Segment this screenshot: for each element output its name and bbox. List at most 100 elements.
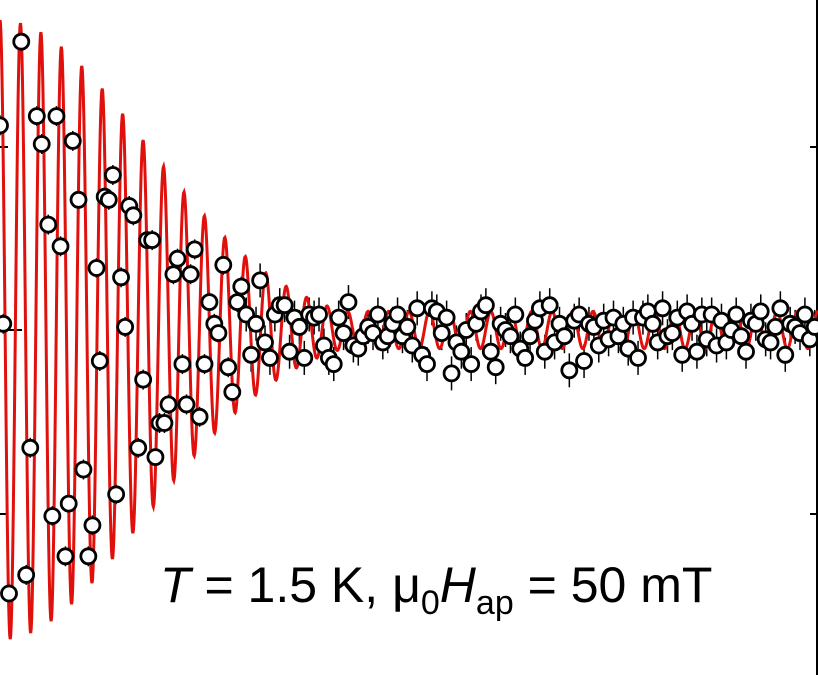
data-point: [51, 237, 70, 256]
data-point: [129, 438, 148, 457]
data-point: [462, 355, 481, 374]
data-point: [195, 355, 214, 374]
data-point: [540, 296, 559, 315]
data-point: [173, 355, 192, 374]
data-point: [0, 314, 13, 333]
data-point: [256, 333, 274, 352]
field-symbol: H: [439, 557, 476, 613]
data-point: [329, 308, 348, 327]
data-point: [134, 370, 153, 389]
data-point: [334, 324, 353, 343]
data-point: [21, 438, 40, 457]
field-subscript: ap: [475, 584, 514, 622]
data-point: [280, 342, 299, 361]
data-point: [653, 299, 672, 318]
data-point: [501, 327, 520, 346]
data-point: [521, 327, 539, 346]
data-point: [232, 277, 251, 296]
data-point: [155, 414, 174, 432]
data-point: [116, 317, 135, 336]
data-point: [339, 293, 358, 312]
data-point: [47, 107, 66, 125]
data-point: [181, 265, 200, 284]
data-point: [143, 231, 162, 250]
data-point: [103, 166, 122, 184]
data-point: [796, 305, 814, 324]
data-point: [83, 516, 102, 535]
data-point: [247, 314, 265, 333]
data-point: [290, 317, 309, 336]
data-point: [177, 395, 196, 414]
field-value: = 50 mT: [513, 557, 713, 613]
data-point: [555, 327, 574, 346]
condition-annotation: T = 1.5 K, μ0Hap = 50 mT: [160, 557, 810, 620]
data-point: [242, 345, 261, 364]
data-point: [59, 494, 78, 513]
data-point: [209, 324, 228, 343]
data-point: [324, 355, 343, 374]
data-point: [223, 383, 242, 401]
data-point: [275, 296, 294, 315]
data-point: [56, 547, 75, 566]
temperature-value: = 1.5 K,: [190, 557, 393, 613]
data-point: [629, 348, 647, 367]
data-point: [437, 308, 456, 327]
data-point: [164, 265, 183, 284]
data-point: [727, 305, 746, 324]
data-point: [805, 318, 818, 336]
data-point: [506, 305, 525, 324]
data-point: [261, 348, 279, 367]
data-point: [486, 358, 505, 377]
data-point: [452, 342, 471, 361]
data-point: [90, 352, 109, 370]
data-point: [185, 240, 204, 259]
data-point: [146, 448, 165, 467]
data-point: [442, 364, 461, 383]
data-point: [27, 107, 46, 125]
data-point: [418, 355, 436, 374]
data-point: [388, 305, 407, 324]
data-point: [771, 299, 790, 318]
data-point: [408, 299, 427, 318]
data-point: [214, 255, 233, 274]
data-point: [481, 342, 500, 361]
mu-symbol: μ: [392, 557, 421, 613]
data-point: [69, 190, 88, 209]
data-point: [688, 342, 706, 361]
data-point: [0, 116, 9, 135]
data-point: [732, 327, 751, 346]
data-point: [107, 485, 126, 504]
data-point: [32, 135, 51, 153]
data-point: [776, 345, 795, 364]
data-point: [190, 407, 209, 426]
data-point: [219, 358, 238, 377]
data-point: [228, 293, 247, 312]
data-point: [761, 333, 780, 352]
data-point: [643, 314, 662, 333]
data-point: [99, 190, 118, 209]
data-point: [295, 348, 314, 367]
data-point: [0, 584, 18, 603]
data-point: [168, 249, 187, 268]
data-point: [200, 293, 219, 312]
data-point: [432, 324, 451, 343]
data-point: [398, 317, 417, 336]
data-point: [673, 345, 692, 364]
data-point: [17, 566, 36, 584]
data-point: [159, 395, 178, 414]
data-point: [575, 352, 593, 370]
data-point: [43, 507, 62, 525]
data-point: [39, 215, 58, 234]
data-points: [0, 32, 818, 603]
data-point: [663, 324, 682, 343]
data-point: [79, 547, 98, 566]
data-point: [112, 268, 130, 287]
data-point: [369, 305, 387, 324]
data-point: [766, 317, 785, 336]
data-point: [751, 302, 770, 321]
data-point: [74, 460, 93, 479]
data-point: [310, 305, 328, 324]
data-point: [63, 131, 82, 150]
data-point: [560, 361, 579, 380]
